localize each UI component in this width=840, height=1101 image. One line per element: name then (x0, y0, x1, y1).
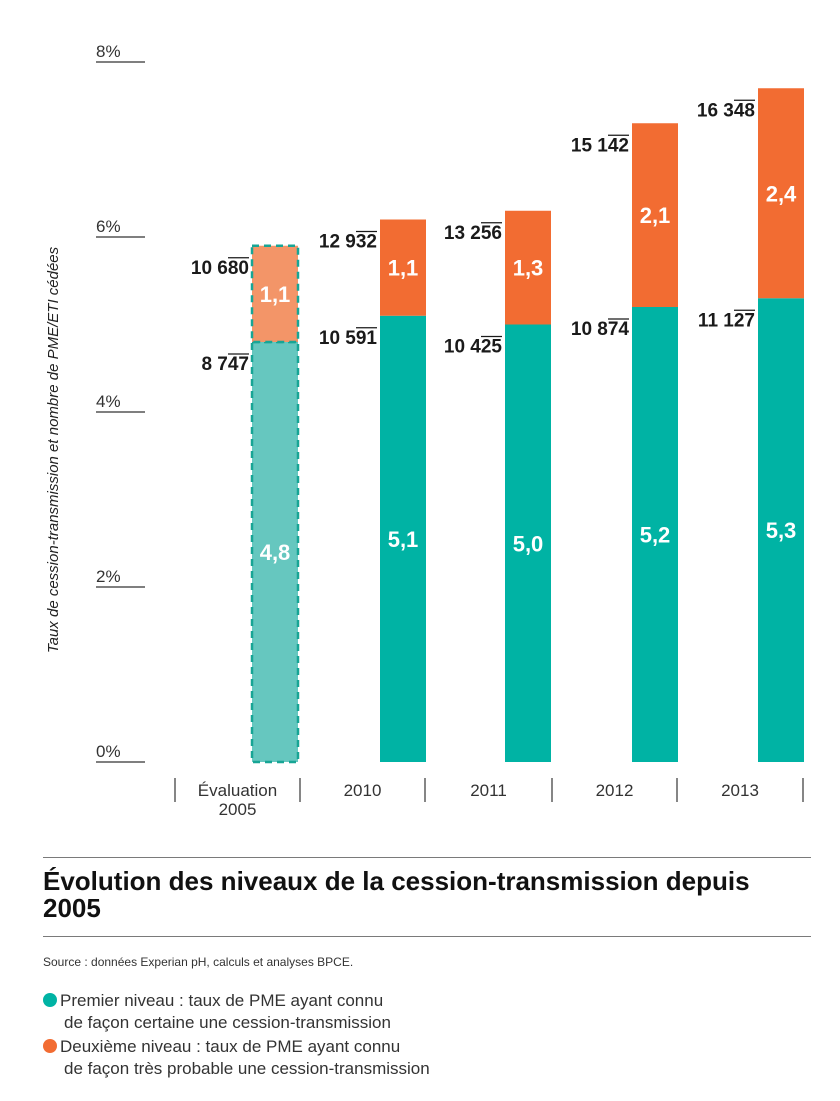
legend-swatch-teal (43, 993, 57, 1007)
legend-label: Deuxième niveau : taux de PME ayant conn… (60, 1037, 401, 1056)
bar-second-level (632, 123, 678, 307)
legend-label-cont: de façon certaine une cession-transmissi… (64, 1013, 391, 1032)
bar-second-level (505, 210, 551, 325)
y-tick-label: 6% (96, 217, 121, 236)
title-top-rule (43, 857, 811, 858)
legend-item-first-level: Premier niveau : taux de PME ayant connu… (43, 990, 391, 1034)
count-total-label: 16 348 (697, 100, 755, 121)
legend-item-second-level: Deuxième niveau : taux de PME ayant conn… (43, 1036, 430, 1080)
legend-label-cont: de façon très probable une cession-trans… (64, 1059, 430, 1078)
y-tick-label: 0% (96, 742, 121, 761)
value-labels: 4,8 1,1 10 680 8 747 5,1 1,1 12 932 10 591 5,0 1,… (191, 99, 797, 565)
y-tick-label: 4% (96, 392, 121, 411)
legend-label: Premier niveau : taux de PME ayant connu (60, 991, 384, 1010)
y-axis-label: Taux de cession-transmission et nombre d… (45, 246, 62, 653)
x-category-label: 2012 (596, 781, 634, 800)
value-label-second-level: 1,1 (388, 256, 419, 281)
y-tick-label: 2% (96, 567, 121, 586)
y-tick-label: 8% (96, 42, 121, 61)
legend-swatch-orange (43, 1039, 57, 1053)
count-total-label: 10 680 (191, 258, 249, 279)
value-label-first-level: 5,3 (766, 518, 797, 543)
x-category-label: 2011 (470, 781, 507, 800)
count-total-label: 12 932 (319, 232, 377, 253)
bar-first-level (632, 307, 678, 762)
count-first-level-label: 10 591 (319, 328, 378, 349)
count-total-label: 15 142 (571, 135, 629, 156)
bar-first-level (505, 324, 551, 762)
value-label-first-level: 5,1 (388, 527, 419, 552)
value-label-second-level: 2,1 (640, 203, 671, 228)
count-first-level-label: 11 127 (698, 310, 755, 331)
value-label-first-level: 5,2 (640, 523, 671, 548)
x-category-label: 2010 (344, 781, 382, 800)
count-first-level-label: 10 874 (571, 319, 630, 340)
source-note: Source : données Experian pH, calculs et… (43, 955, 354, 969)
bar-second-level (758, 88, 804, 299)
count-total-label: 13 256 (444, 223, 502, 244)
count-first-level-label: 10 425 (444, 337, 503, 358)
bar-second-level (250, 244, 300, 344)
title-bottom-rule (43, 936, 811, 937)
x-category-label: Évaluation (198, 781, 277, 800)
chart-title: Évolution des niveaux de la cession-tran… (43, 866, 750, 923)
count-first-level-label: 8 747 (201, 354, 249, 375)
bar-first-level (250, 340, 300, 764)
bar-second-level (380, 219, 426, 316)
stacked-bar-chart: 8% 6% 4% 2% 0% 4,8 1,1 10 680 8 747 5,1 1,1 12 932… (45, 42, 804, 819)
bars (250, 88, 804, 764)
x-category-label: 2013 (721, 781, 759, 800)
value-label-second-level: 1,1 (260, 282, 291, 307)
y-axis-ticks: 8% 6% 4% 2% 0% (96, 42, 145, 763)
x-category-label: 2005 (219, 800, 257, 819)
value-label-first-level: 4,8 (260, 540, 291, 565)
value-label-first-level: 5,0 (513, 531, 544, 556)
value-label-second-level: 2,4 (766, 181, 797, 206)
value-label-second-level: 1,3 (513, 256, 544, 281)
bar-first-level (380, 315, 426, 762)
bar-first-level (758, 298, 804, 762)
